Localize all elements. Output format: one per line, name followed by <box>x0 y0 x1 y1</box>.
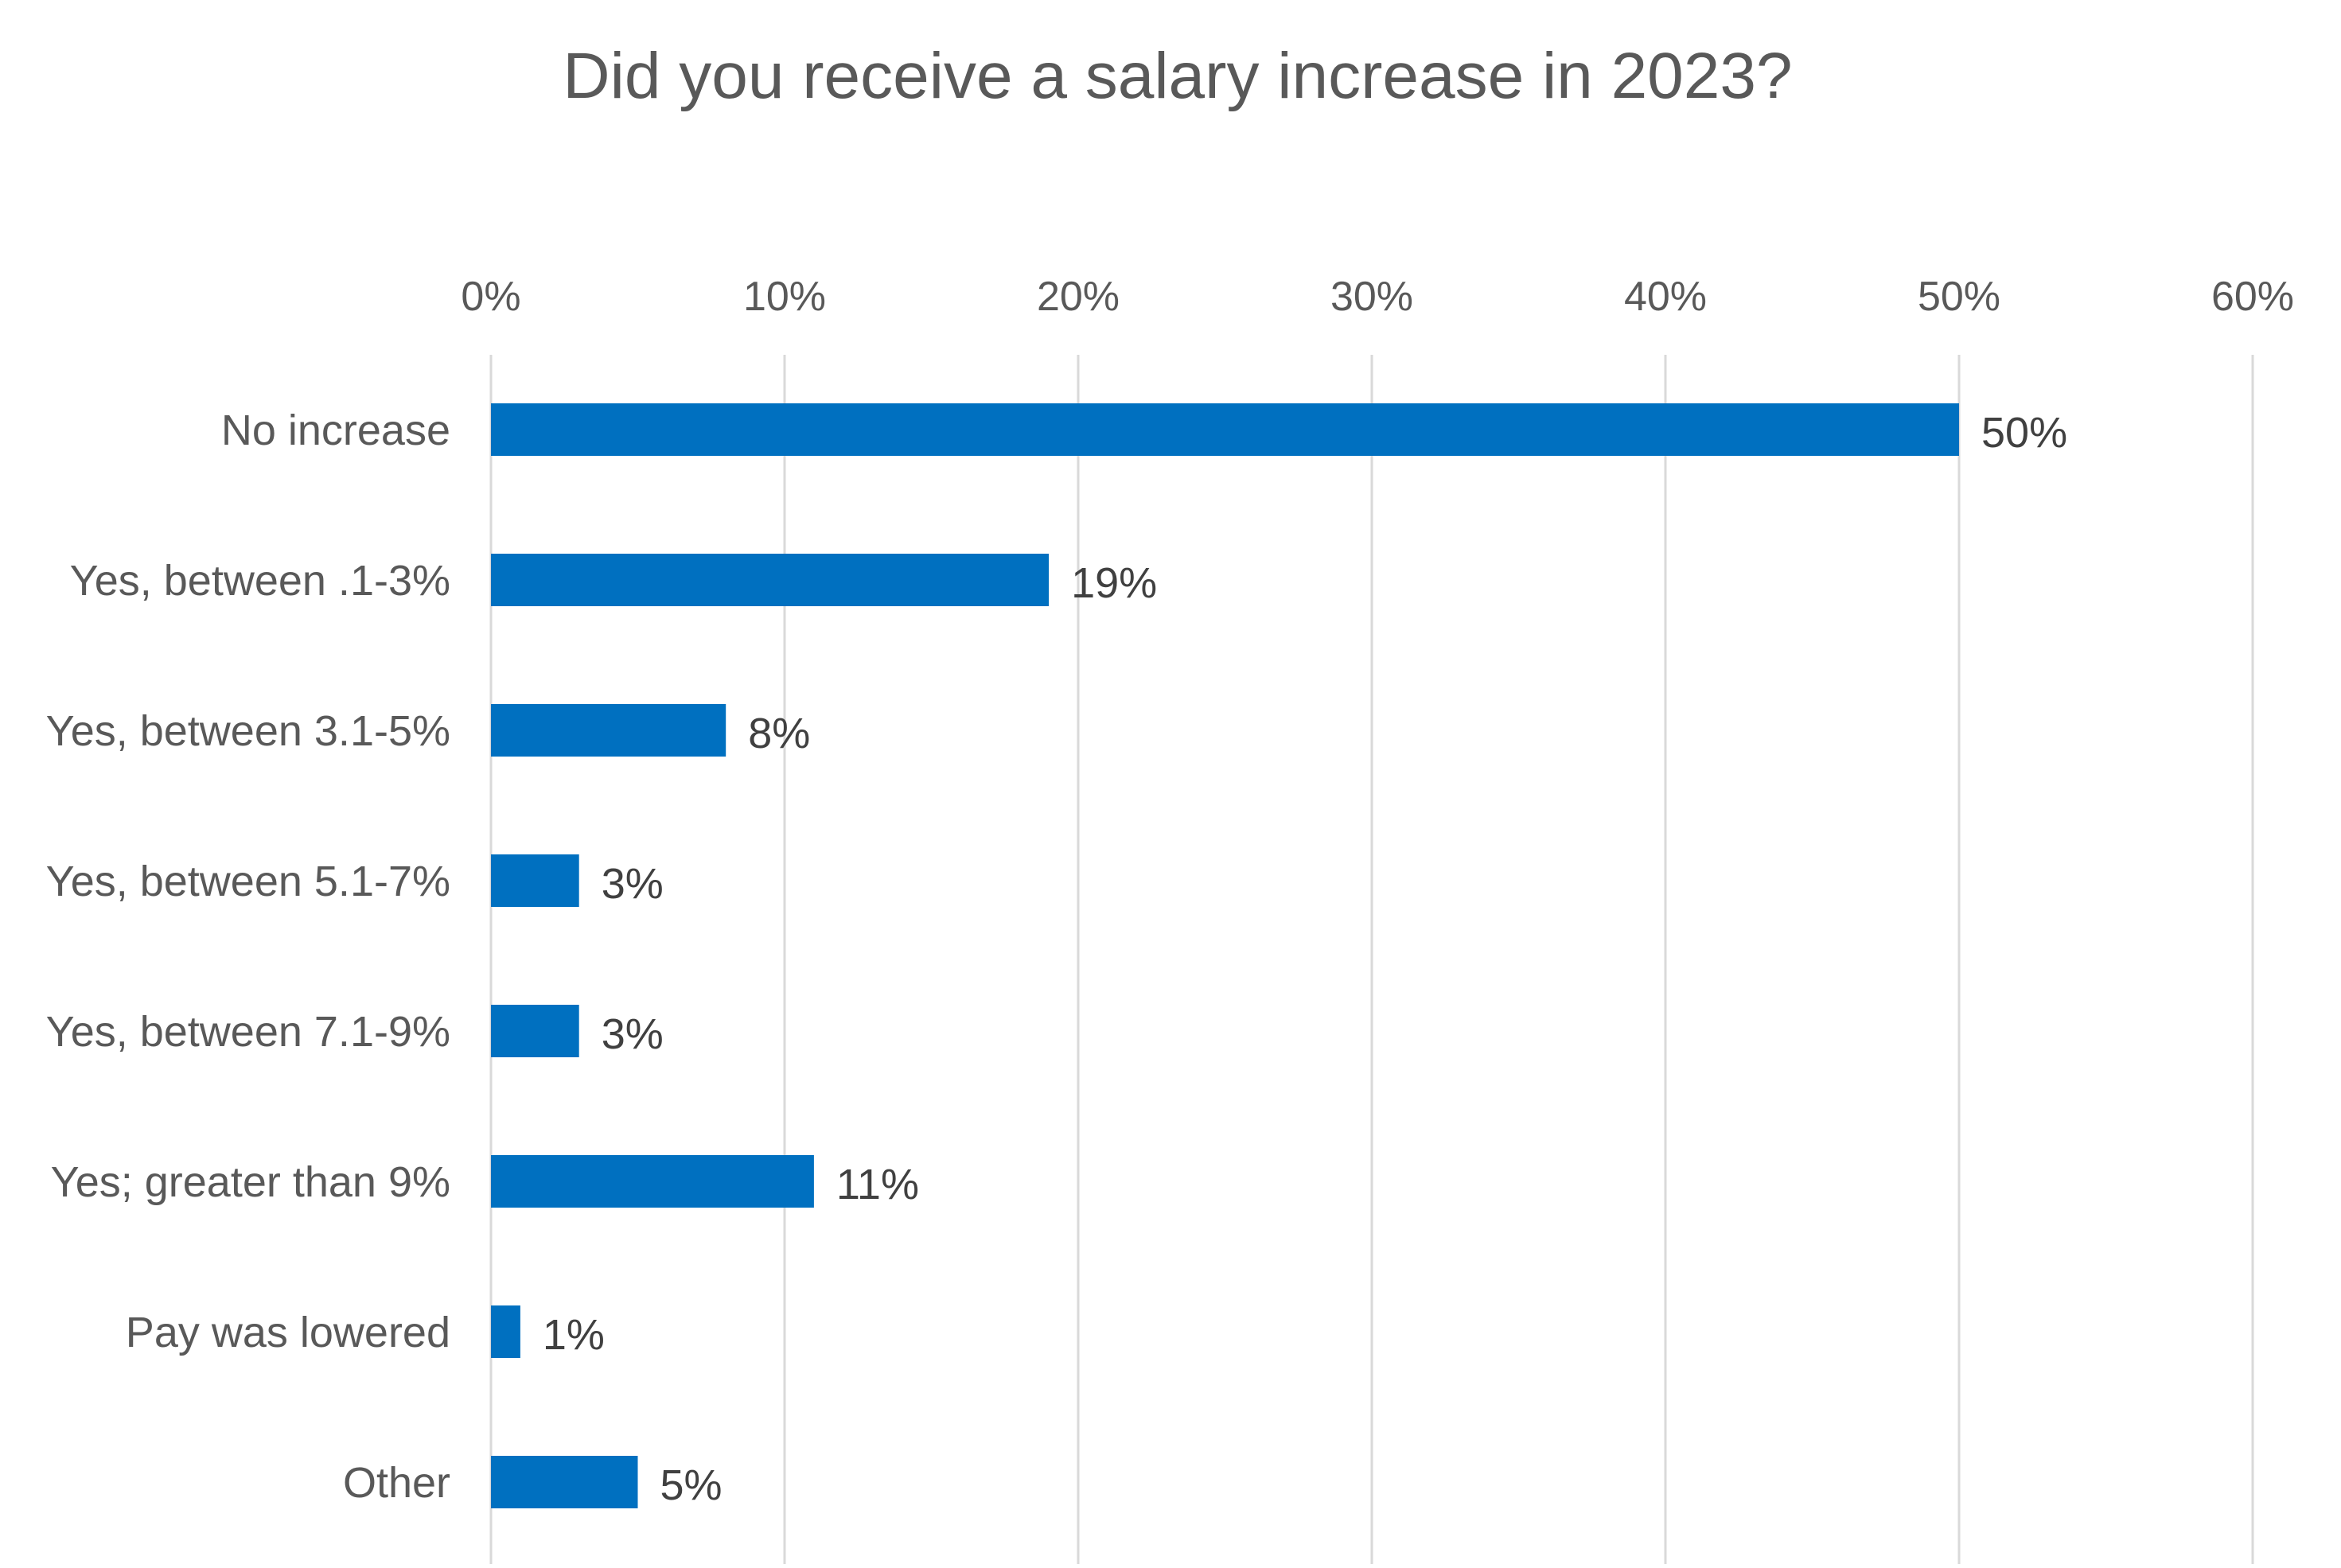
data-label: 3% <box>602 860 664 908</box>
category-label: Yes, between 7.1-9% <box>46 1008 450 1056</box>
data-label: 8% <box>748 710 810 757</box>
category-label: Yes; greater than 9% <box>51 1158 450 1206</box>
bar <box>491 1456 638 1508</box>
bar <box>491 1305 520 1358</box>
bar <box>491 554 1050 606</box>
category-label: Other <box>343 1459 450 1507</box>
bar <box>491 704 726 757</box>
x-tick-label: 10% <box>743 274 826 320</box>
category-label: Yes, between 5.1-7% <box>46 858 450 905</box>
x-tick-label: 50% <box>1918 274 2000 320</box>
data-label: 11% <box>836 1161 919 1208</box>
data-label: 50% <box>1981 409 2067 457</box>
x-tick-label: 60% <box>2211 274 2294 320</box>
data-label: 5% <box>660 1461 723 1509</box>
bar <box>491 1005 579 1057</box>
x-tick-label: 0% <box>461 274 520 320</box>
data-label: 19% <box>1071 559 1157 607</box>
category-label: No increase <box>221 407 450 454</box>
data-label: 1% <box>543 1311 605 1359</box>
x-tick-label: 20% <box>1037 274 1120 320</box>
chart-title: Did you receive a salary increase in 202… <box>563 40 1792 112</box>
category-label: Yes, between 3.1-5% <box>46 707 450 755</box>
x-tick-label: 30% <box>1330 274 1413 320</box>
bar <box>491 854 579 907</box>
bar <box>491 403 1959 456</box>
category-label: Pay was lowered <box>126 1309 450 1356</box>
category-label: Yes, between .1-3% <box>70 557 450 605</box>
bar <box>491 1155 814 1208</box>
data-label: 3% <box>602 1010 664 1058</box>
x-tick-label: 40% <box>1624 274 1707 320</box>
